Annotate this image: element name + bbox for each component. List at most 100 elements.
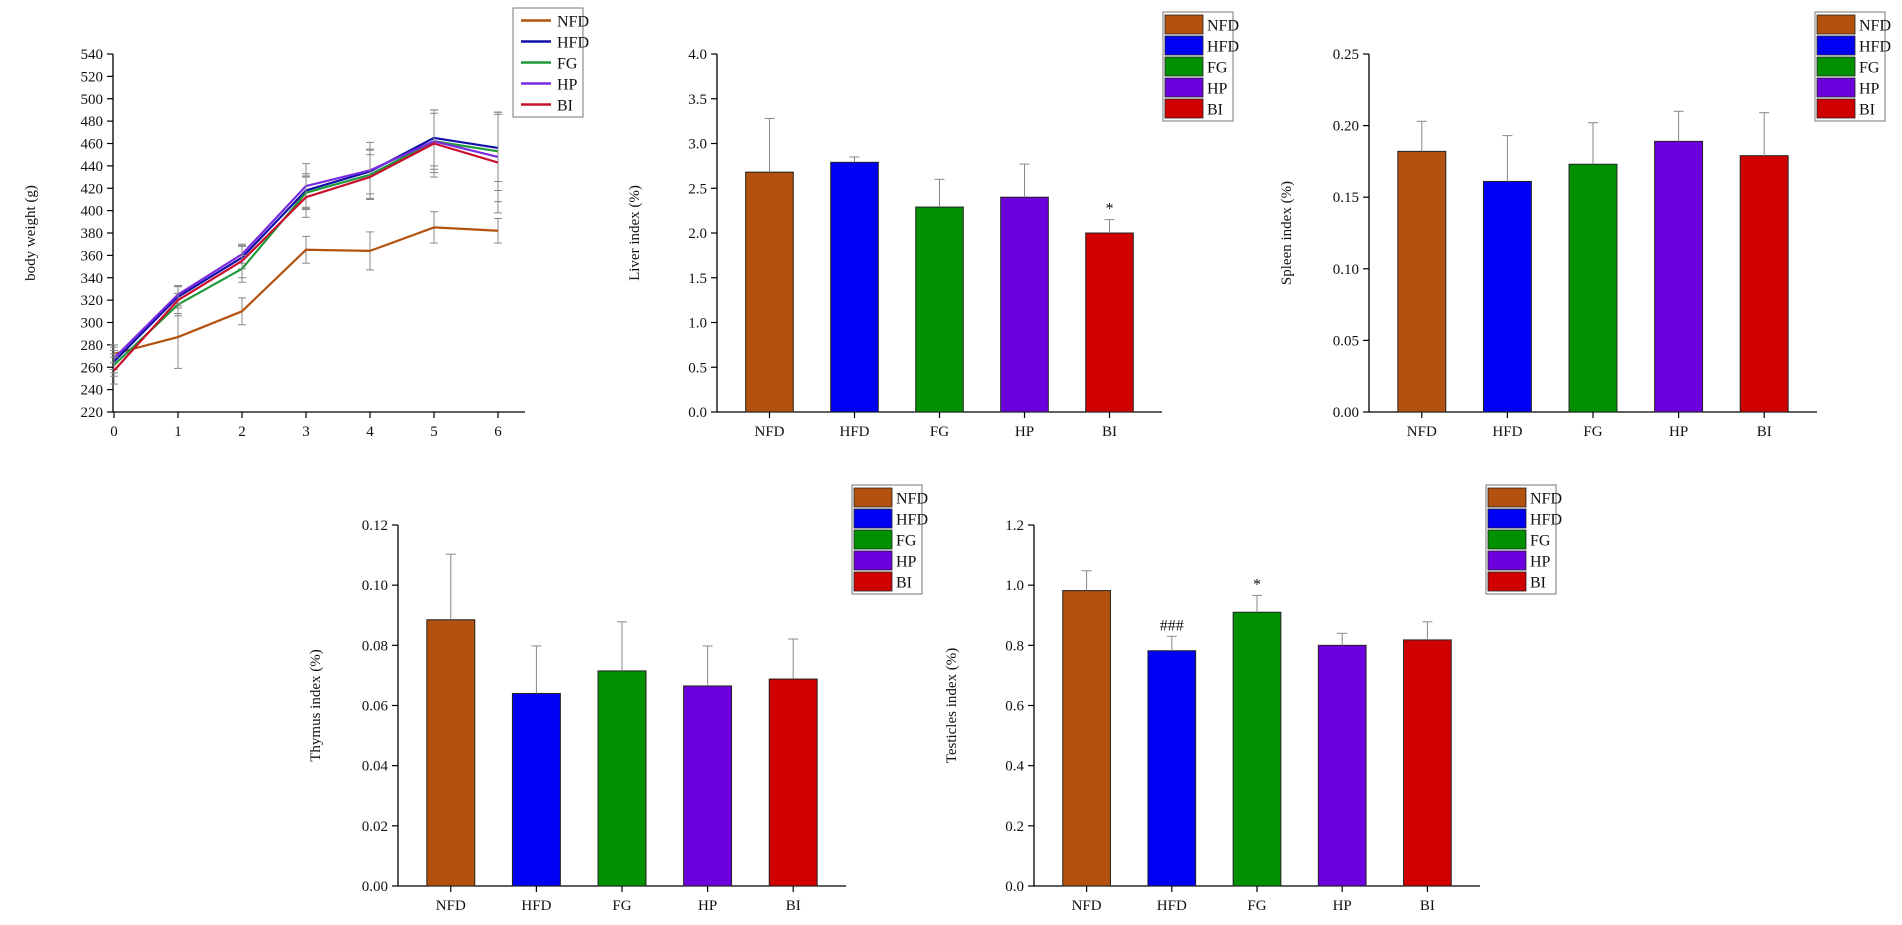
bar-hfd xyxy=(1148,651,1196,886)
x-tick-label: FG xyxy=(1583,424,1602,440)
y-tick-label: 320 xyxy=(81,293,104,309)
legend-label-hfd: HFD xyxy=(557,35,589,52)
y-tick-label: 0.05 xyxy=(1333,333,1359,349)
legend-swatch-hp xyxy=(854,551,892,570)
y-tick-label: 520 xyxy=(81,69,104,85)
bar-bi xyxy=(1086,233,1134,412)
legend-swatch-hfd xyxy=(1817,36,1855,55)
bar-nfd xyxy=(1398,151,1446,412)
y-tick-label: 0.15 xyxy=(1333,190,1359,206)
legend-label-hfd: HFD xyxy=(1859,39,1891,56)
y-tick-label: 2.5 xyxy=(688,181,707,197)
x-tick-label: HFD xyxy=(521,898,551,914)
bar-hp xyxy=(1318,645,1366,886)
legend-label-hp: HP xyxy=(896,554,917,571)
y-tick-label: 1.2 xyxy=(1005,518,1024,534)
legend-label-hfd: HFD xyxy=(1207,39,1239,56)
y-tick-label: 1.0 xyxy=(688,316,707,332)
y-tick-label: 240 xyxy=(81,383,104,399)
significance-marker: * xyxy=(1253,576,1261,593)
chart-body-weight: 2202402602803003203403603804004204404604… xyxy=(23,8,589,440)
legend-swatch-bi xyxy=(1817,99,1855,118)
legend-label-nfd: NFD xyxy=(1530,491,1562,508)
legend-swatch-nfd xyxy=(854,488,892,507)
y-tick-label: 0.08 xyxy=(362,638,388,654)
legend-label-nfd: NFD xyxy=(896,491,928,508)
y-tick-label: 500 xyxy=(81,92,104,108)
y-tick-label: 0.2 xyxy=(1005,819,1024,835)
y-tick-label: 0.0 xyxy=(1005,879,1024,895)
y-tick-label: 0.8 xyxy=(1005,638,1024,654)
legend-label-hp: HP xyxy=(1859,81,1880,98)
legend-swatch-fg xyxy=(1488,530,1526,549)
x-tick-label: 3 xyxy=(302,424,310,440)
x-tick-label: FG xyxy=(612,898,631,914)
bar-nfd xyxy=(427,620,475,886)
legend-label-bi: BI xyxy=(1530,575,1546,592)
x-tick-label: BI xyxy=(1102,424,1117,440)
bar-bi xyxy=(1404,640,1452,886)
y-tick-label: 0.25 xyxy=(1333,47,1359,63)
bar-fg xyxy=(598,671,646,886)
x-tick-label: 6 xyxy=(494,424,502,440)
legend-swatch-fg xyxy=(854,530,892,549)
bar-nfd xyxy=(746,172,794,412)
bar-fg xyxy=(1569,164,1617,412)
x-tick-label: FG xyxy=(1247,898,1266,914)
y-tick-label: 420 xyxy=(81,181,104,197)
legend-label-bi: BI xyxy=(1859,102,1875,119)
bar-hfd xyxy=(831,162,879,412)
bar-fg xyxy=(1233,612,1281,886)
y-tick-label: 0.6 xyxy=(1005,699,1024,715)
legend-label-hfd: HFD xyxy=(1530,512,1562,529)
legend-label-fg: FG xyxy=(1859,60,1880,77)
y-tick-label: 360 xyxy=(81,248,104,264)
y-tick-label: 0.06 xyxy=(362,699,389,715)
x-tick-label: BI xyxy=(1757,424,1772,440)
y-tick-label: 3.5 xyxy=(688,92,707,108)
y-tick-label: 0.00 xyxy=(1333,405,1359,421)
x-tick-label: NFD xyxy=(1407,424,1437,440)
y-tick-label: 4.0 xyxy=(688,47,707,63)
x-tick-label: NFD xyxy=(1072,898,1102,914)
legend-label-nfd: NFD xyxy=(1207,18,1239,35)
y-tick-label: 0.12 xyxy=(362,518,388,534)
y-tick-label: 540 xyxy=(81,47,104,63)
significance-marker: * xyxy=(1106,201,1114,218)
y-tick-label: 380 xyxy=(81,226,104,242)
y-tick-label: 0.5 xyxy=(688,360,707,376)
x-tick-label: HFD xyxy=(1492,424,1522,440)
legend-label-fg: FG xyxy=(896,533,917,550)
x-tick-label: NFD xyxy=(754,424,784,440)
y-tick-label: 220 xyxy=(81,405,104,421)
legend-label-fg: FG xyxy=(1207,60,1228,77)
legend-swatch-hfd xyxy=(854,509,892,528)
y-axis-title: body weight (g) xyxy=(23,185,39,281)
significance-marker: ### xyxy=(1160,617,1184,634)
x-tick-label: 0 xyxy=(110,424,118,440)
y-axis-title: Testicles index (%) xyxy=(944,648,960,764)
bar-hp xyxy=(1001,197,1049,412)
legend-swatch-hfd xyxy=(1165,36,1203,55)
legend-swatch-bi xyxy=(1488,572,1526,591)
y-tick-label: 300 xyxy=(81,316,104,332)
y-tick-label: 0.10 xyxy=(362,578,388,594)
y-tick-label: 1.0 xyxy=(1005,578,1024,594)
bar-hp xyxy=(684,686,732,886)
legend-swatch-nfd xyxy=(1817,15,1855,34)
legend-swatch-bi xyxy=(854,572,892,591)
x-tick-label: BI xyxy=(1420,898,1435,914)
bar-bi xyxy=(769,679,817,886)
x-tick-label: HFD xyxy=(1157,898,1187,914)
legend-label-fg: FG xyxy=(1530,533,1551,550)
y-tick-label: 340 xyxy=(81,271,104,287)
legend-label-bi: BI xyxy=(557,98,573,115)
x-tick-label: HP xyxy=(1333,898,1352,914)
legend-swatch-bi xyxy=(1165,99,1203,118)
x-tick-label: 5 xyxy=(430,424,438,440)
y-tick-label: 0.20 xyxy=(1333,119,1359,135)
legend-label-bi: BI xyxy=(1207,102,1223,119)
y-tick-label: 2.0 xyxy=(688,226,707,242)
